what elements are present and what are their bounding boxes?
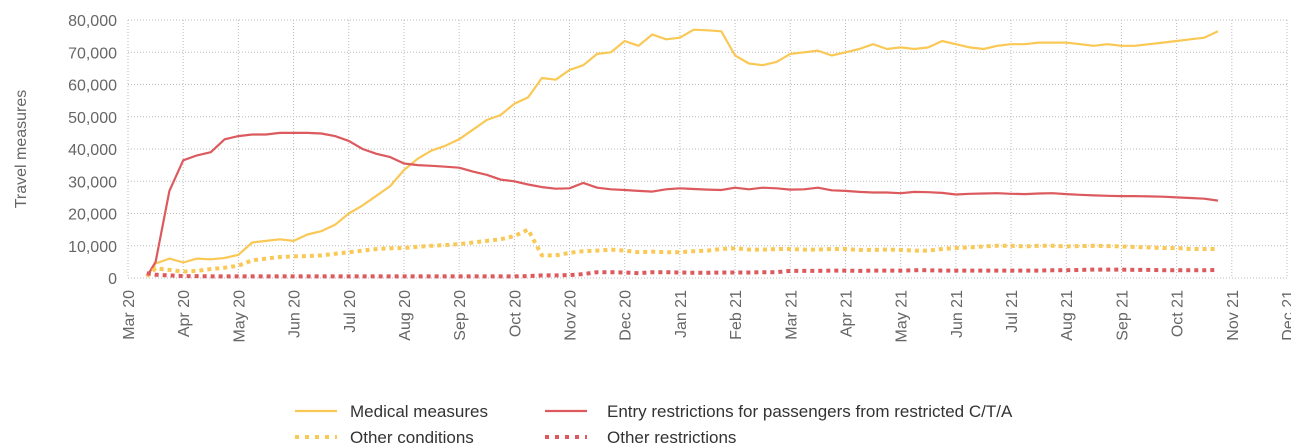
- series-line: [145, 28, 1219, 278]
- legend-label: Other restrictions: [607, 428, 736, 445]
- x-tick-label: Dec 21: [1280, 290, 1291, 341]
- x-tick-label: May 20: [231, 290, 248, 343]
- x-tick-label: Feb 21: [728, 290, 745, 340]
- legend: Medical measures Entry restrictions for p…: [295, 402, 1013, 445]
- y-axis-label: Travel measures: [13, 90, 30, 209]
- y-tick-label: 30,000: [68, 174, 117, 191]
- x-tick-label: Aug 20: [397, 290, 414, 341]
- series-line: [145, 227, 1218, 278]
- y-tick-label: 50,000: [68, 110, 117, 127]
- legend-label: Other conditions: [350, 428, 474, 445]
- y-tick-label: 80,000: [68, 13, 117, 30]
- series-line: [145, 131, 1219, 277]
- x-tick-label: Oct 20: [507, 290, 524, 337]
- x-tick-label: Apr 20: [176, 290, 193, 337]
- legend-label: Entry restrictions for passengers from r…: [607, 402, 1013, 421]
- x-tick-label: Mar 21: [783, 290, 800, 340]
- x-tick-label: Jun 20: [287, 290, 304, 338]
- x-tick-label: Dec 20: [618, 290, 635, 341]
- legend-label: Medical measures: [350, 402, 488, 421]
- y-tick-label: 70,000: [68, 45, 117, 62]
- x-tick-label: Nov 20: [563, 290, 580, 341]
- x-tick-label: May 21: [894, 290, 911, 343]
- x-tick-label: Jul 20: [342, 290, 359, 333]
- x-tick-label: Oct 21: [1170, 290, 1187, 337]
- x-tick-label: Jan 21: [673, 290, 690, 338]
- y-tick-label: 60,000: [68, 78, 117, 95]
- y-tick-label: 40,000: [68, 142, 117, 159]
- x-tick-label: Mar 20: [121, 290, 138, 340]
- y-tick-label: 10,000: [68, 239, 117, 256]
- series-line: [146, 267, 1219, 279]
- x-tick-label: Jun 21: [949, 290, 966, 338]
- x-tick-label: Apr 21: [838, 290, 855, 337]
- x-tick-label: Jul 21: [1004, 290, 1021, 333]
- x-tick-label: Nov 21: [1225, 290, 1242, 341]
- x-tick-label: Aug 21: [1059, 290, 1076, 341]
- x-tick-label: Sep 20: [452, 290, 469, 341]
- y-tick-label: 0: [108, 271, 117, 288]
- x-tick-label: Sep 21: [1114, 290, 1131, 341]
- y-tick-label: 20,000: [68, 207, 117, 224]
